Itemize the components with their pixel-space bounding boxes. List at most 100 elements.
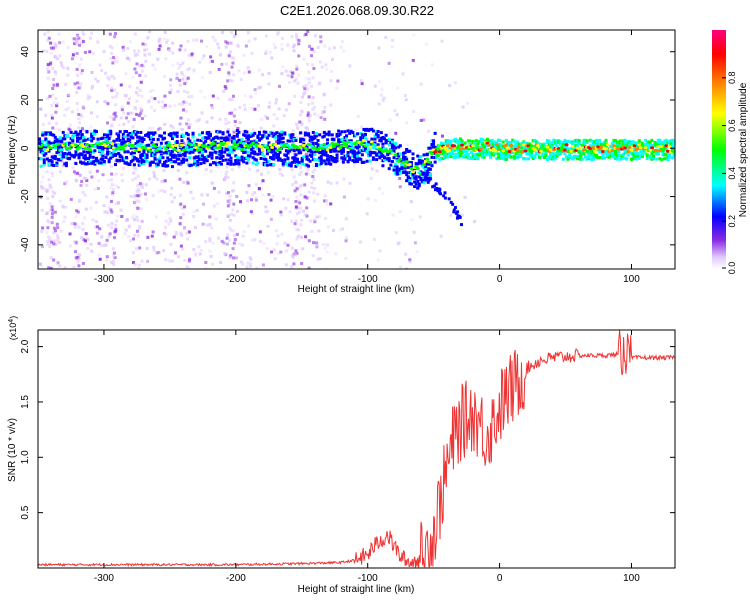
heatmap-cell: [276, 141, 280, 145]
heatmap-noise-cell: [299, 184, 303, 188]
heatmap-noise-cell: [260, 181, 264, 185]
heatmap-cell: [301, 144, 306, 148]
heatmap-cell: [530, 151, 534, 155]
heatmap-cell: [126, 150, 130, 154]
heatmap-cell: [378, 139, 382, 143]
heatmap-cell: [507, 149, 512, 153]
heatmap-cell: [224, 136, 228, 140]
heatmap-noise-cell: [109, 199, 113, 203]
heatmap-cell: [150, 160, 154, 164]
heatmap-cell: [240, 145, 244, 149]
heatmap-cell: [511, 151, 515, 155]
heatmap-noise-cell: [122, 48, 126, 52]
heatmap-cell: [528, 151, 532, 155]
heatmap-noise-cell: [227, 202, 231, 206]
heatmap-cell: [447, 142, 451, 146]
heatmap-cell: [270, 145, 275, 149]
heatmap-cell: [351, 131, 355, 135]
heatmap-noise-cell: [144, 74, 148, 78]
heatmap-noise-cell: [186, 39, 190, 43]
heatmap-cell: [541, 153, 545, 157]
heatmap-cell: [400, 159, 404, 163]
heatmap-cell: [243, 130, 247, 134]
heatmap-noise-cell: [116, 214, 120, 218]
heatmap-cell: [364, 127, 368, 131]
heatmap-noise-cell: [183, 205, 187, 209]
heatmap-cell: [205, 159, 209, 163]
heatmap-cell: [240, 148, 245, 152]
heatmap-cell: [362, 145, 366, 149]
heatmap-noise-cell: [137, 114, 141, 118]
heatmap-cell: [61, 152, 65, 156]
heatmap-cell: [446, 139, 450, 143]
heatmap-cell: [590, 153, 594, 157]
heatmap-cell: [643, 146, 648, 150]
heatmap-noise-cell: [239, 77, 243, 81]
heatmap-cell: [421, 172, 425, 176]
heatmap-noise-cell: [242, 53, 246, 57]
heatmap-cell: [435, 154, 439, 158]
heatmap-cell: [373, 143, 378, 147]
heatmap-cell: [140, 136, 144, 140]
heatmap-cell: [242, 160, 246, 164]
heatmap-cell: [436, 144, 440, 148]
heatmap-cell: [156, 163, 160, 167]
heatmap-noise-cell: [310, 54, 314, 58]
heatmap-cell: [104, 156, 108, 160]
heatmap-noise-cell: [276, 31, 280, 35]
heatmap-noise-cell: [178, 102, 182, 106]
heatmap-cell: [620, 154, 624, 158]
heatmap-noise-cell: [181, 247, 185, 251]
heatmap-noise-cell: [322, 118, 326, 122]
heatmap-cell: [533, 155, 537, 159]
heatmap-cell: [639, 154, 643, 158]
heatmap-noise-cell: [134, 107, 138, 111]
heatmap-cell: [173, 144, 178, 148]
heatmap-cell: [308, 139, 312, 143]
heatmap-cell: [506, 155, 510, 159]
heatmap-noise-cell: [214, 217, 218, 221]
heatmap-cell: [234, 154, 238, 158]
heatmap-noise-cell: [140, 259, 144, 263]
heatmap-cell: [75, 136, 79, 140]
heatmap-cell: [610, 141, 614, 145]
heatmap-cell: [451, 150, 455, 154]
heatmap-noise-cell: [267, 105, 271, 109]
heatmap-cell: [307, 149, 311, 153]
heatmap-noise-cell: [322, 110, 326, 114]
heatmap-noise-cell: [134, 199, 138, 203]
heatmap-cell: [416, 186, 420, 190]
heatmap-cell: [598, 139, 602, 143]
heatmap-cell: [314, 132, 318, 136]
heatmap-noise-cell: [401, 72, 405, 76]
heatmap-cell: [434, 182, 438, 186]
heatmap-cell: [484, 153, 488, 157]
heatmap-noise-cell: [463, 195, 467, 199]
heatmap-cell: [170, 144, 175, 148]
heatmap-noise-cell: [200, 193, 204, 197]
heatmap-noise-cell: [83, 128, 87, 132]
heatmap-noise-cell: [233, 108, 237, 112]
heatmap-cell: [626, 150, 631, 154]
heatmap-noise-cell: [298, 201, 302, 205]
heatmap-cell: [270, 148, 274, 152]
heatmap-cell: [63, 151, 67, 155]
heatmap-cell: [226, 137, 230, 141]
heatmap-noise-cell: [245, 190, 249, 194]
heatmap-cell: [335, 159, 339, 163]
heatmap-noise-cell: [226, 204, 230, 208]
heatmap-cell: [253, 150, 257, 154]
heatmap-cell: [115, 138, 119, 142]
heatmap-noise-cell: [40, 245, 44, 249]
heatmap-noise-cell: [302, 33, 306, 37]
heatmap-cell: [406, 165, 410, 169]
heatmap-cell: [137, 163, 141, 167]
heatmap-cell: [437, 189, 441, 193]
heatmap-cell: [118, 130, 122, 134]
heatmap-cell: [454, 211, 458, 215]
heatmap-cell: [215, 130, 219, 134]
heatmap-noise-cell: [94, 225, 98, 229]
heatmap-noise-cell: [278, 167, 282, 171]
heatmap-noise-cell: [43, 135, 47, 139]
heatmap-cell: [435, 186, 439, 190]
